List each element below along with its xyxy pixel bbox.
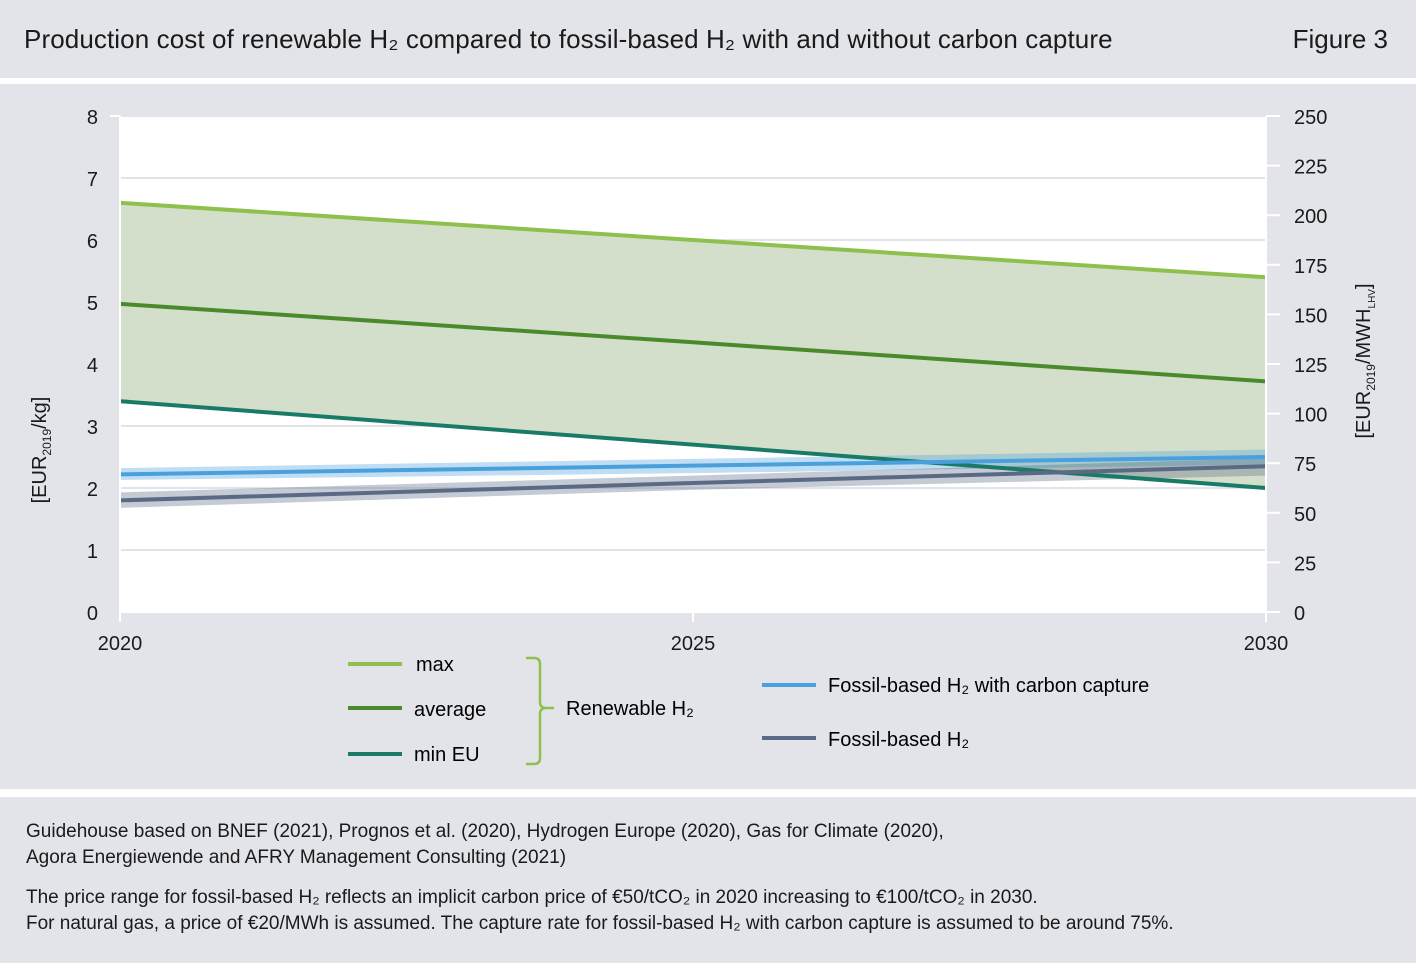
y2-axis-title-sub: 2019 bbox=[1364, 364, 1378, 391]
y2-tick-label: 50 bbox=[1294, 504, 1316, 526]
legend-label-average: average bbox=[414, 699, 486, 721]
y-tick-label: 1 bbox=[87, 541, 98, 563]
y-axis-title-main: [EUR bbox=[29, 456, 51, 504]
legend: max average min EU Renewable H₂ Fossil-b… bbox=[348, 654, 1149, 766]
y2-axis-title: [EUR2019/MWHLHV] bbox=[1353, 283, 1378, 438]
series-lines bbox=[119, 200, 1267, 503]
series-line-fossil-ccs bbox=[119, 455, 1267, 477]
note-line: For natural gas, a price of €20/MWh is a… bbox=[26, 913, 1174, 934]
y2-axis-title-main: [EUR bbox=[1353, 391, 1375, 439]
y-axis-title-sub: 2019 bbox=[40, 429, 54, 456]
title-subscript: ₂ bbox=[724, 24, 736, 54]
renewable-range-band bbox=[120, 202, 1266, 489]
x-tick-label: 2030 bbox=[1244, 633, 1289, 655]
note-line: The price range for fossil-based H₂ refl… bbox=[26, 887, 1038, 908]
y-tick-label: 8 bbox=[87, 107, 98, 129]
legend-group-text: Renewable H bbox=[566, 698, 686, 720]
x-tick-label: 2020 bbox=[98, 633, 143, 655]
y2-tick-label: 250 bbox=[1294, 107, 1327, 129]
y-axis-title-end: /kg] bbox=[29, 397, 51, 429]
figure-label: Figure 3 bbox=[1292, 24, 1388, 54]
chart-panel: 0 1 2 3 4 5 6 7 8 0 25 50 75 100 125 150 175 200 225 250 202… bbox=[0, 84, 1416, 789]
series-line-max bbox=[119, 200, 1267, 280]
y2-tick-label: 150 bbox=[1294, 305, 1327, 327]
y2-tick-label: 200 bbox=[1294, 206, 1327, 228]
y2-tick-label: 100 bbox=[1294, 405, 1327, 427]
y-tick-label: 2 bbox=[87, 479, 98, 501]
y-tick-label: 7 bbox=[87, 169, 98, 191]
y2-axis-title-sub2: LHV bbox=[1367, 289, 1378, 309]
y-tick-label: 5 bbox=[87, 293, 98, 315]
y2-tick-label: 175 bbox=[1294, 256, 1327, 278]
y-axis-labels: [EUR2019/kg] [EUR2019/MWHLHV] bbox=[29, 283, 1378, 503]
source-line: Guidehouse based on BNEF (2021), Prognos… bbox=[26, 821, 944, 842]
header-bar: Production cost of renewable H₂ compared… bbox=[0, 0, 1416, 78]
y-tick-label: 4 bbox=[87, 355, 98, 377]
legend-label-max: max bbox=[416, 654, 454, 676]
legend-label-fossil: Fossil-based H₂ bbox=[828, 729, 969, 751]
title-part: with and without carbon capture bbox=[735, 24, 1113, 54]
title-subscript: ₂ bbox=[388, 24, 399, 54]
footer-panel: Guidehouse based on BNEF (2021), Prognos… bbox=[0, 797, 1416, 963]
source-line: Agora Energiewende and AFRY Management C… bbox=[26, 847, 567, 868]
x-tick-label: 2025 bbox=[671, 633, 716, 655]
y2-tick-label: 75 bbox=[1294, 454, 1316, 476]
legend-group-subscript: ₂ bbox=[686, 698, 694, 720]
axes: 0 1 2 3 4 5 6 7 8 0 25 50 75 100 125 150 175 200 225 250 202… bbox=[87, 107, 1328, 655]
title-part: compared to fossil-based H bbox=[398, 24, 725, 54]
y2-tick-label: 125 bbox=[1294, 355, 1327, 377]
y2-axis-title-mid: /MWH bbox=[1353, 308, 1375, 364]
chart-svg: 0 1 2 3 4 5 6 7 8 0 25 50 75 100 125 150 175 200 225 250 202… bbox=[29, 107, 1378, 766]
source-text: Guidehouse based on BNEF (2021), Prognos… bbox=[26, 819, 944, 871]
legend-label-fossil-ccs: Fossil-based H₂ with carbon capture bbox=[828, 675, 1149, 697]
legend-bracket bbox=[526, 656, 554, 766]
note-text: The price range for fossil-based H₂ refl… bbox=[26, 885, 1174, 937]
y2-tick-label: 25 bbox=[1294, 553, 1316, 575]
legend-label-min-eu: min EU bbox=[414, 744, 480, 766]
chart-title: Production cost of renewable H₂ compared… bbox=[24, 24, 1113, 55]
y-tick-label: 0 bbox=[87, 603, 98, 625]
y2-tick-label: 225 bbox=[1294, 157, 1327, 179]
series-line-fossil bbox=[119, 464, 1267, 503]
y-axis-title: [EUR2019/kg] bbox=[29, 397, 54, 504]
series-line-average bbox=[119, 301, 1267, 384]
y-tick-label: 3 bbox=[87, 417, 98, 439]
legend-group-label: Renewable H₂ bbox=[566, 698, 694, 720]
y2-axis-title-end: ] bbox=[1353, 283, 1375, 289]
y-tick-label: 6 bbox=[87, 231, 98, 253]
title-part: Production cost of renewable H bbox=[24, 24, 389, 54]
y2-tick-label: 0 bbox=[1294, 603, 1305, 625]
